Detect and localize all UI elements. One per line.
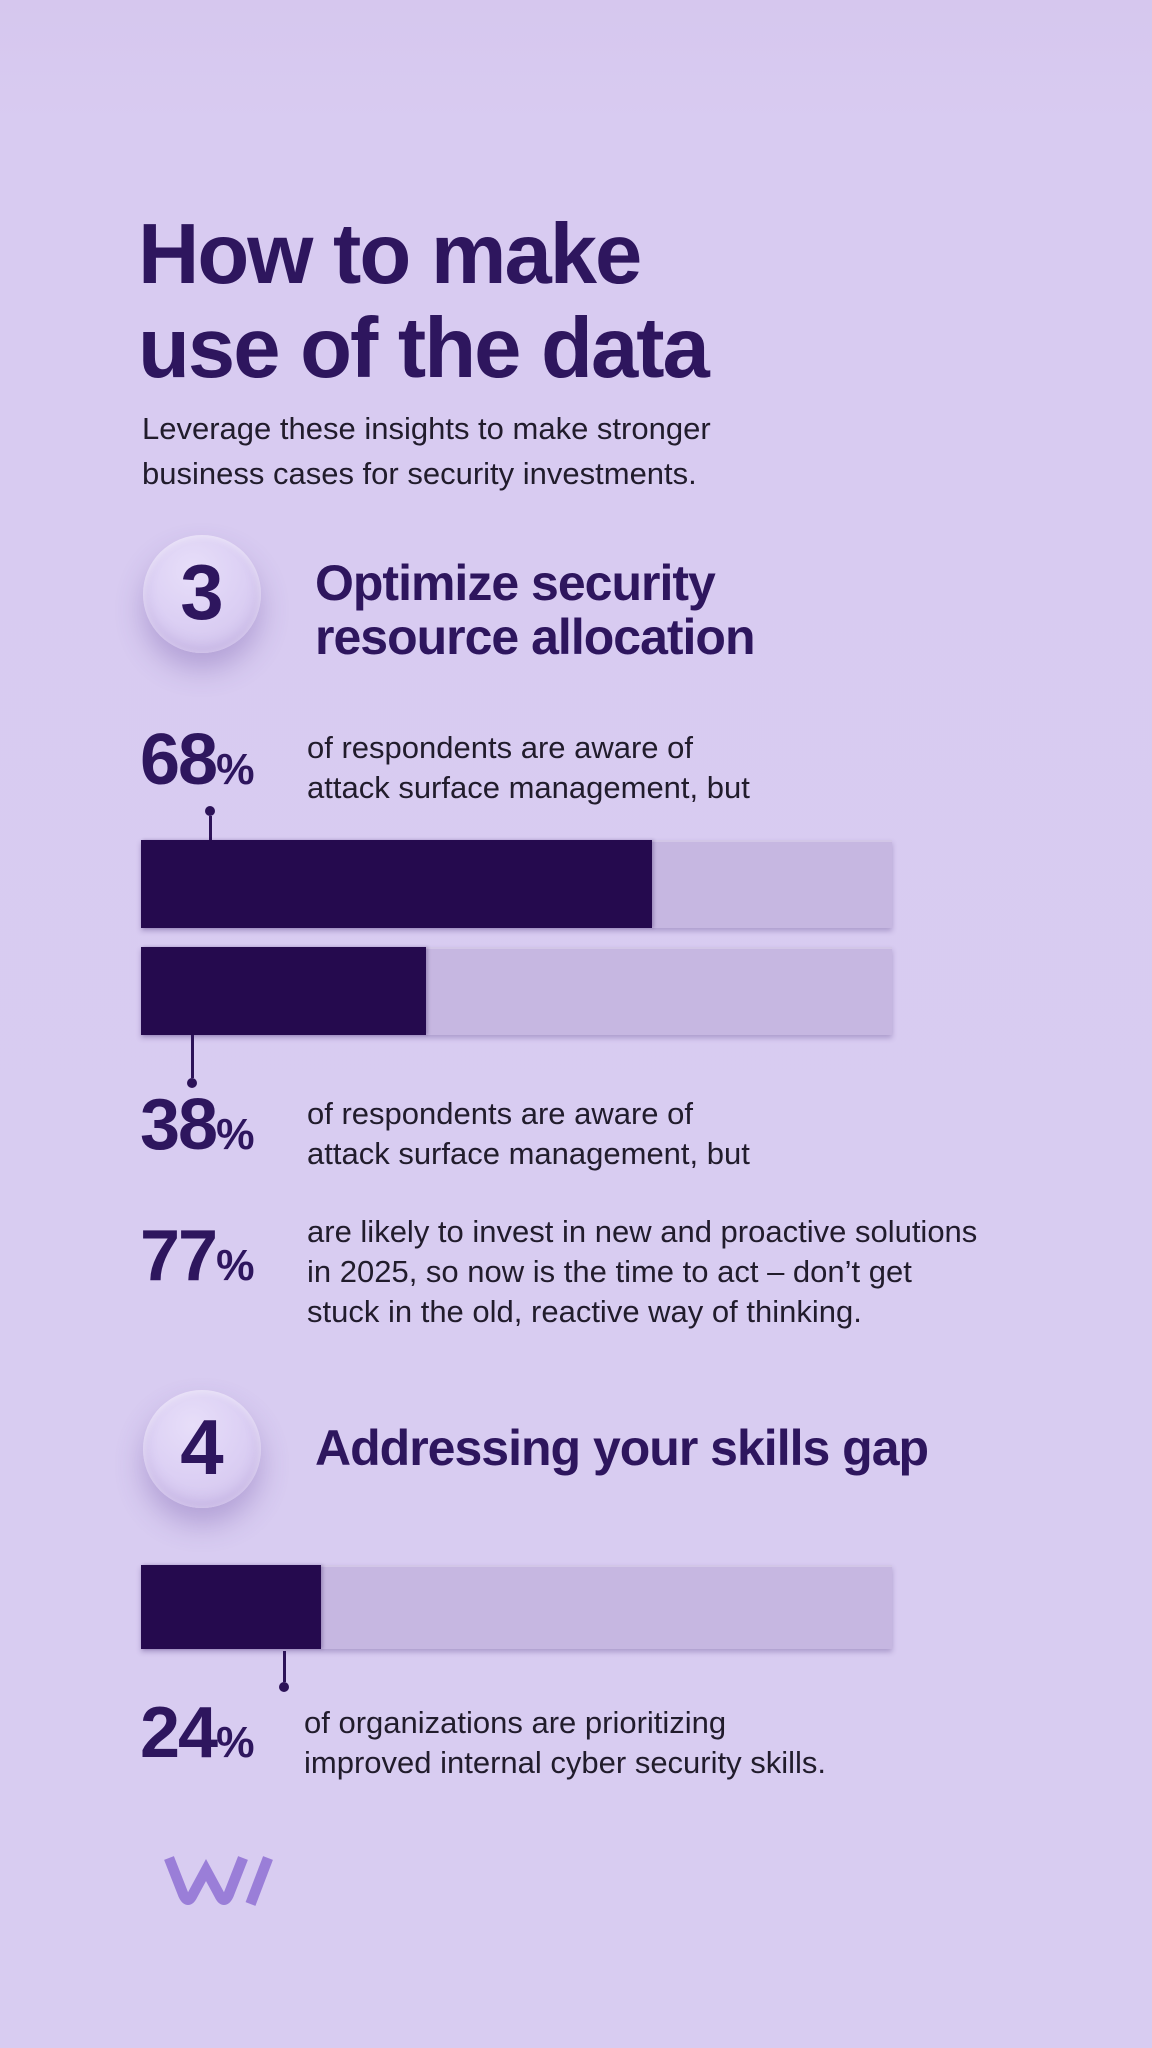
stat-24-percent-sign: % bbox=[216, 1719, 255, 1767]
connector-bar-to-38 bbox=[187, 1035, 197, 1088]
stat-77-percent-sign: % bbox=[216, 1242, 255, 1290]
stat-38-description: of respondents are aware of attack surfa… bbox=[307, 1096, 750, 1171]
connector-dot bbox=[205, 806, 215, 816]
connector-68-to-bar bbox=[205, 806, 215, 840]
section-3-heading: Optimize security resource allocation bbox=[315, 555, 755, 665]
withsecure-logo-icon bbox=[164, 1856, 273, 1906]
section-4-number: 4 bbox=[180, 1403, 224, 1491]
stat-77-number: 77 bbox=[140, 1216, 218, 1296]
connector-line bbox=[282, 1651, 286, 1682]
stat-38-percent-sign: % bbox=[216, 1111, 255, 1159]
connector-line bbox=[208, 816, 212, 840]
logo-w-stroke bbox=[164, 1856, 248, 1905]
stat-68-description: of respondents are aware of attack surfa… bbox=[307, 730, 750, 805]
bar-68-track bbox=[141, 840, 892, 928]
stat-68-percent-sign: % bbox=[216, 746, 255, 794]
stat-68-value: 68% bbox=[140, 724, 255, 796]
connector-bar-to-24 bbox=[279, 1651, 289, 1692]
bar-24-track bbox=[141, 1565, 892, 1649]
connector-line bbox=[190, 1035, 194, 1078]
bar-68-fill bbox=[141, 840, 652, 928]
bar-24-fill bbox=[141, 1565, 322, 1649]
page-title: How to make use of the data bbox=[138, 207, 710, 396]
stat-77-description: are likely to invest in new and proactiv… bbox=[307, 1214, 978, 1329]
logo-slash-stroke bbox=[245, 1856, 273, 1906]
section-4-heading: Addressing your skills gap bbox=[315, 1420, 929, 1476]
section-4-badge: 4 bbox=[143, 1390, 261, 1508]
connector-dot bbox=[279, 1682, 289, 1692]
connector-dot bbox=[187, 1078, 197, 1088]
stat-24-number: 24 bbox=[140, 1693, 218, 1773]
stat-24-value: 24% bbox=[140, 1697, 255, 1769]
stat-38-number: 38 bbox=[140, 1085, 218, 1165]
page-subtitle: Leverage these insights to make stronger… bbox=[142, 411, 711, 491]
stat-24-description: of organizations are prioritizing improv… bbox=[304, 1705, 827, 1780]
stat-68-number: 68 bbox=[140, 720, 218, 800]
stat-38-value: 38% bbox=[140, 1089, 255, 1161]
section-3-badge: 3 bbox=[143, 535, 261, 653]
bar-38-track bbox=[141, 947, 892, 1035]
bar-38-fill bbox=[141, 947, 427, 1035]
stat-77-value: 77% bbox=[140, 1220, 255, 1292]
section-3-number: 3 bbox=[180, 548, 224, 636]
